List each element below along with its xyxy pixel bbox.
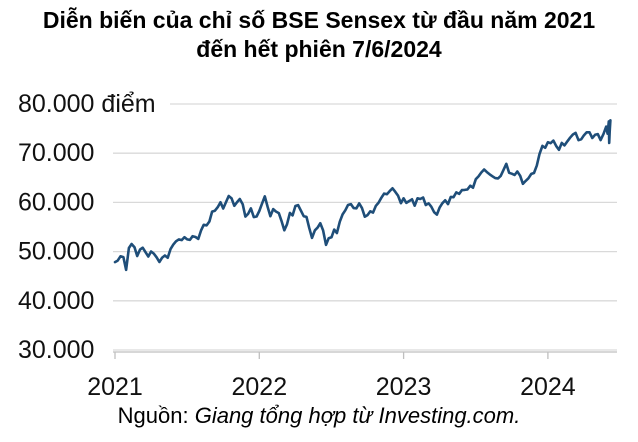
- sensex-line-chart: 80.000 điểm 70.000 60.000 50.000 40.000 30.00…: [18, 90, 617, 401]
- plot-area: 80.000 điểm 70.000 60.000 50.000 40.000 30.00…: [0, 86, 638, 402]
- chart-title-line2: đến hết phiên 7/6/2024: [196, 36, 442, 62]
- chart-title: Diễn biến của chỉ số BSE Sensex từ đầu n…: [0, 6, 638, 64]
- y-tick-label: 30.000: [18, 336, 94, 364]
- y-tick-label: 70.000: [18, 139, 94, 167]
- y-tick-label: 40.000: [18, 287, 94, 315]
- x-tick-label: 2021: [87, 373, 143, 401]
- sensex-series-line: [113, 118, 612, 272]
- source-prefix: Nguồn:: [117, 403, 195, 428]
- x-tick-label: 2022: [231, 373, 287, 401]
- x-tick-label: 2023: [376, 373, 432, 401]
- y-tick-label: 80.000 điểm: [18, 90, 156, 118]
- chart-title-line1: Diễn biến của chỉ số BSE Sensex từ đầu n…: [42, 7, 596, 33]
- x-tick-label: 2024: [520, 373, 576, 401]
- source-text: Giang tổng hợp từ Investing.com.: [194, 403, 521, 428]
- source-caption: Nguồn: Giang tổng hợp từ Investing.com.: [0, 403, 638, 429]
- y-tick-label: 50.000: [18, 238, 94, 266]
- y-tick-label: 60.000: [18, 188, 94, 216]
